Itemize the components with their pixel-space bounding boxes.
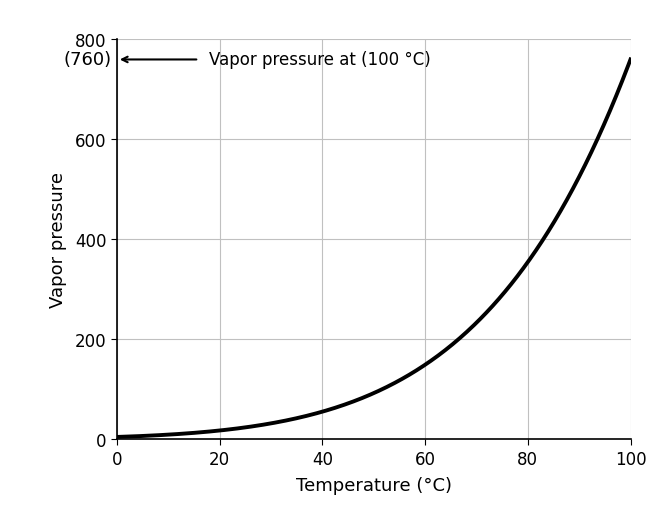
X-axis label: Temperature (°C): Temperature (°C): [296, 476, 452, 494]
Y-axis label: Vapor pressure: Vapor pressure: [49, 172, 66, 308]
Text: (760): (760): [64, 52, 112, 69]
Text: Vapor pressure at (100 °C): Vapor pressure at (100 °C): [209, 52, 431, 69]
